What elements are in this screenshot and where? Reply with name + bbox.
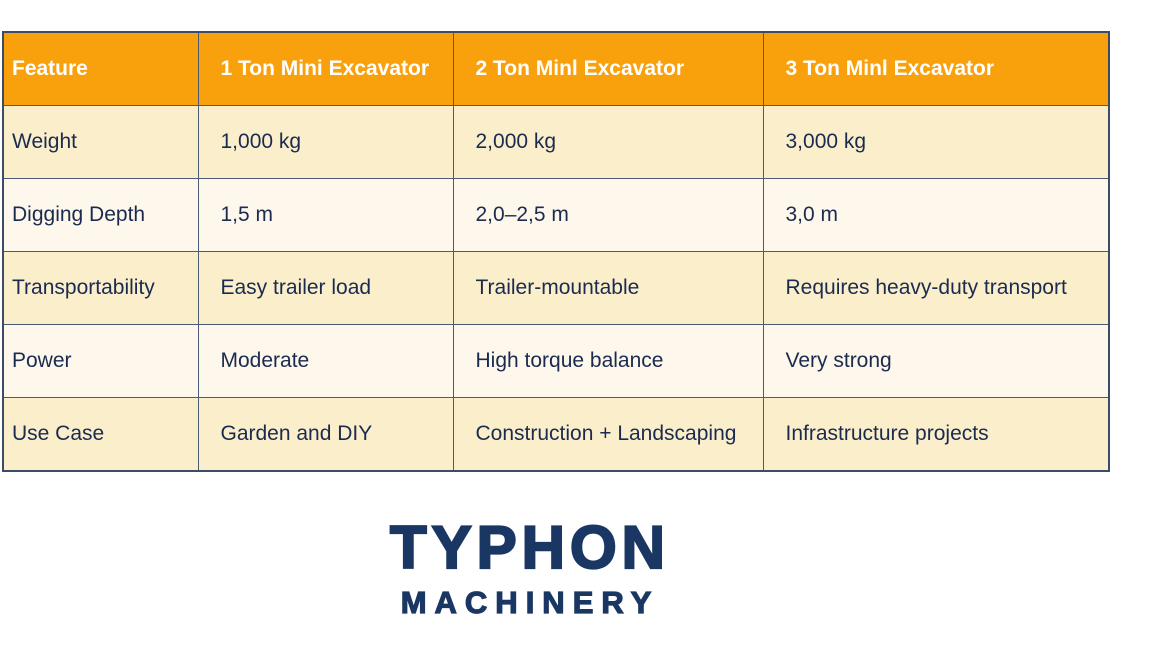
table-row-power: Power Moderate High torque balance Very … (2, 324, 1110, 398)
feature-cell: Power (2, 324, 199, 398)
feature-cell: Transportability (2, 251, 199, 325)
table-header-row: Feature 1 Ton Mini Excavator 2 Ton Minl … (2, 31, 1110, 106)
value-cell: Construction + Landscaping (452, 397, 764, 472)
feature-cell: Digging Depth (2, 178, 199, 252)
value-cell: Requires heavy-duty transport (762, 251, 1110, 325)
column-header-1ton: 1 Ton Mini Excavator (197, 31, 454, 106)
value-cell: 1,5 m (197, 178, 454, 252)
feature-cell: Weight (2, 105, 199, 179)
value-cell: 3,000 kg (762, 105, 1110, 179)
value-cell: 1,000 kg (197, 105, 454, 179)
value-cell: Very strong (762, 324, 1110, 398)
feature-cell: Use Case (2, 397, 199, 472)
value-cell: High torque balance (452, 324, 764, 398)
brand-logo: TYPHON MACHINERY (0, 514, 1083, 620)
table-row-transportability: Transportability Easy trailer load Trail… (2, 251, 1110, 325)
column-header-2ton: 2 Ton Minl Excavator (452, 31, 764, 106)
excavator-comparison-table: Feature 1 Ton Mini Excavator 2 Ton Minl … (2, 31, 1110, 472)
value-cell: 3,0 m (762, 178, 1110, 252)
column-header-feature: Feature (2, 31, 199, 106)
value-cell: Trailer-mountable (452, 251, 764, 325)
table-row-use-case: Use Case Garden and DIY Construction + L… (2, 397, 1110, 472)
value-cell: 2,000 kg (452, 105, 764, 179)
value-cell: Garden and DIY (197, 397, 454, 472)
column-header-3ton: 3 Ton Minl Excavator (762, 31, 1110, 106)
table-row-digging-depth: Digging Depth 1,5 m 2,0–2,5 m 3,0 m (2, 178, 1110, 252)
value-cell: Easy trailer load (197, 251, 454, 325)
logo-secondary-text: MACHINERY (400, 585, 660, 620)
value-cell: 2,0–2,5 m (452, 178, 764, 252)
value-cell: Moderate (197, 324, 454, 398)
value-cell: Infrastructure projects (762, 397, 1110, 472)
logo-primary-text: TYPHON (389, 514, 671, 581)
table-row-weight: Weight 1,000 kg 2,000 kg 3,000 kg (2, 105, 1110, 179)
